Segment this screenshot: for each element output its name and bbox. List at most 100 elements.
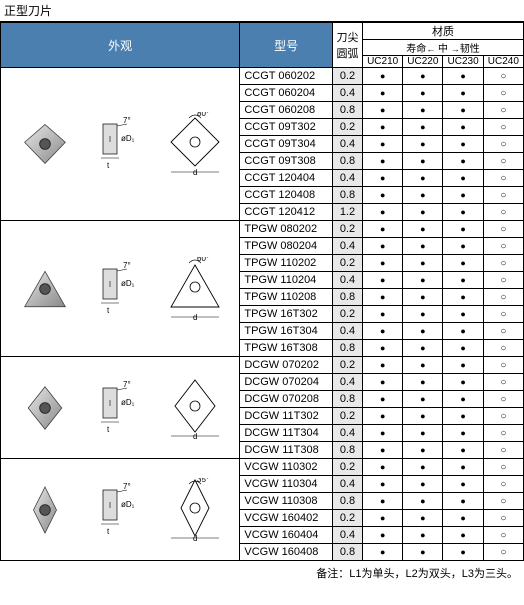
dot-icon <box>460 393 465 405</box>
dot-icon <box>380 393 385 405</box>
table-row: 7° øD₁ t 35° d VCGW 1103020.2 <box>1 459 524 476</box>
appearance-cell: 7° øD₁ t 35° d <box>1 459 240 561</box>
dot-icon <box>380 223 385 235</box>
svg-text:80°: 80° <box>197 112 209 118</box>
arc-cell: 0.4 <box>332 238 362 255</box>
arc-cell: 0.2 <box>332 221 362 238</box>
hdr-uc210: UC210 <box>363 56 403 68</box>
dot-icon <box>380 444 385 456</box>
material-cell <box>483 306 523 323</box>
dot-icon <box>380 155 385 167</box>
dot-icon <box>420 444 425 456</box>
material-cell <box>403 187 443 204</box>
circle-icon <box>500 546 506 558</box>
material-cell <box>443 476 483 493</box>
dot-icon <box>460 138 465 150</box>
arc-cell: 0.2 <box>332 408 362 425</box>
arc-cell: 0.4 <box>332 170 362 187</box>
material-cell <box>403 391 443 408</box>
model-cell: TPGW 110202 <box>240 255 333 272</box>
dot-icon <box>380 461 385 473</box>
svg-text:d: d <box>193 168 197 176</box>
material-cell <box>403 527 443 544</box>
model-cell: CCGT 120408 <box>240 187 333 204</box>
material-cell <box>363 221 403 238</box>
material-cell <box>363 527 403 544</box>
material-cell <box>443 136 483 153</box>
circle-icon <box>500 529 506 541</box>
dot-icon <box>460 223 465 235</box>
arc-cell: 0.8 <box>332 544 362 561</box>
dot-icon <box>420 155 425 167</box>
material-cell <box>483 255 523 272</box>
material-cell <box>483 136 523 153</box>
arc-cell: 1.2 <box>332 204 362 221</box>
svg-text:d: d <box>193 432 197 440</box>
material-cell <box>403 408 443 425</box>
insert-plan-icon: 35° d <box>164 478 226 542</box>
material-cell <box>443 85 483 102</box>
model-cell: DCGW 11T302 <box>240 408 333 425</box>
svg-text:øD₁: øD₁ <box>121 134 135 143</box>
material-cell <box>483 374 523 391</box>
hdr-material: 材质 <box>363 23 524 40</box>
material-cell <box>403 323 443 340</box>
dot-icon <box>420 104 425 116</box>
dot-icon <box>420 87 425 99</box>
dot-icon <box>460 257 465 269</box>
model-cell: CCGT 060208 <box>240 102 333 119</box>
circle-icon <box>500 257 506 269</box>
page: 正型刀片 外观 型号 刀尖 圆弧 材质 寿命← 中 →韧性 UC210 U <box>0 0 524 585</box>
dot-icon <box>420 478 425 490</box>
material-cell <box>483 493 523 510</box>
svg-text:7°: 7° <box>123 482 131 491</box>
circle-icon <box>500 410 506 422</box>
insert-iso-icon <box>14 480 76 540</box>
circle-icon <box>500 121 506 133</box>
material-cell <box>363 306 403 323</box>
material-cell <box>443 408 483 425</box>
hdr-mid: 中 <box>438 44 448 55</box>
circle-icon <box>500 274 506 286</box>
material-cell <box>483 323 523 340</box>
material-cell <box>443 527 483 544</box>
svg-text:7°: 7° <box>123 261 131 270</box>
dot-icon <box>460 155 465 167</box>
dot-icon <box>380 478 385 490</box>
material-cell <box>403 425 443 442</box>
circle-icon <box>500 325 506 337</box>
dot-icon <box>420 546 425 558</box>
material-cell <box>403 374 443 391</box>
arc-cell: 0.8 <box>332 187 362 204</box>
material-cell <box>403 221 443 238</box>
dot-icon <box>420 325 425 337</box>
circle-icon <box>500 359 506 371</box>
svg-text:7°: 7° <box>123 380 131 389</box>
dot-icon <box>420 359 425 371</box>
circle-icon <box>500 512 506 524</box>
material-cell <box>363 170 403 187</box>
dot-icon <box>460 444 465 456</box>
material-cell <box>403 289 443 306</box>
arc-cell: 0.8 <box>332 442 362 459</box>
arc-cell: 0.8 <box>332 153 362 170</box>
model-cell: TPGW 16T308 <box>240 340 333 357</box>
circle-icon <box>500 342 506 354</box>
material-cell <box>483 357 523 374</box>
material-cell <box>443 442 483 459</box>
material-cell <box>363 510 403 527</box>
dot-icon <box>460 291 465 303</box>
arc-cell: 0.2 <box>332 510 362 527</box>
dot-icon <box>460 495 465 507</box>
material-cell <box>443 544 483 561</box>
dot-icon <box>380 359 385 371</box>
material-cell <box>483 510 523 527</box>
material-cell <box>403 136 443 153</box>
dot-icon <box>460 206 465 218</box>
material-cell <box>403 459 443 476</box>
dot-icon <box>380 308 385 320</box>
svg-text:t: t <box>107 306 110 315</box>
dot-icon <box>460 308 465 320</box>
arc-cell: 0.8 <box>332 289 362 306</box>
dot-icon <box>420 427 425 439</box>
